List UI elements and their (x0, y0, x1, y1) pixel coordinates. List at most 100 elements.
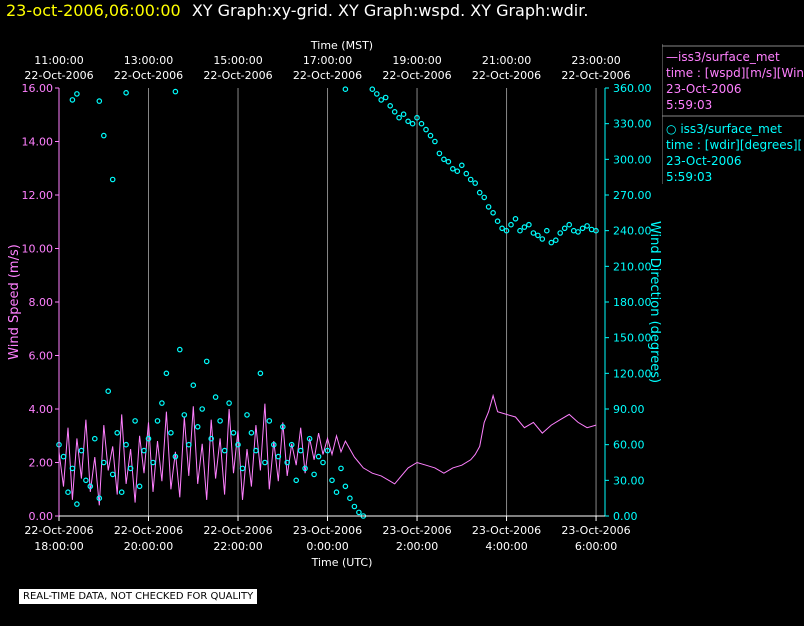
wind-direction-point (235, 441, 241, 448)
wind-direction-point (109, 176, 116, 183)
wind-direction-point (423, 126, 429, 133)
wind-direction-point (168, 429, 174, 436)
wind-direction-point (427, 132, 434, 139)
quality-disclaimer: REAL-TIME DATA, NOT CHECKED FOR QUALITY (19, 589, 258, 604)
wind-direction-point (338, 465, 344, 472)
wind-direction-point (561, 225, 568, 232)
wind-direction-point (454, 168, 461, 175)
wind-direction-point (92, 435, 98, 442)
wind-direction-point (105, 388, 112, 395)
wind-direction-point (557, 230, 564, 236)
wind-direction-point (114, 429, 121, 436)
wind-direction-point (190, 382, 197, 389)
legend-variable: time : [wspd][m/s][Win (666, 66, 804, 80)
left-tick-label: 16.00 (22, 82, 54, 95)
top-tick-label-date: 22-Oct-2006 (24, 69, 93, 82)
wind-direction-point (311, 471, 317, 478)
wind-direction-point (382, 94, 389, 101)
wind-direction-point (512, 216, 519, 222)
bottom-tick-label-time: 4:00:00 (485, 540, 527, 553)
wind-direction-point (145, 435, 152, 442)
wind-direction-point (584, 223, 590, 229)
wind-direction-point (275, 453, 282, 460)
bottom-tick-label-date: 22-Oct-2006 (114, 524, 183, 537)
wind-direction-point (69, 465, 76, 472)
top-tick-label-time: 21:00:00 (482, 54, 531, 67)
right-tick-label: 300.00 (613, 153, 652, 166)
graph-header: 23-oct-2006,06:00:00 XY Graph:xy-grid. X… (6, 1, 588, 20)
wind-direction-point (96, 98, 103, 104)
left-tick-label: 12.00 (22, 189, 54, 202)
wind-direction-point (499, 225, 505, 232)
top-tick-label-date: 22-Oct-2006 (114, 69, 183, 82)
wind-direction-point (543, 227, 550, 234)
top-tick-label-date: 22-Oct-2006 (203, 69, 272, 82)
top-tick-label-date: 22-Oct-2006 (382, 69, 451, 82)
wind-direction-point (230, 429, 237, 436)
legend-variable: time : [wdir][degrees][ (666, 138, 803, 152)
wind-direction-point (154, 418, 161, 424)
wind-direction-point (96, 495, 103, 502)
wind-direction-point (78, 447, 85, 454)
wind-direction-point (172, 453, 179, 460)
wind-direction-point (302, 465, 308, 472)
wind-direction-point (396, 114, 402, 121)
wind-direction-point (579, 225, 586, 232)
wind-direction-point (159, 400, 165, 406)
bottom-tick-label-date: 23-Oct-2006 (382, 524, 451, 537)
wind-direction-point (69, 97, 76, 103)
wind-direction-point (324, 447, 331, 454)
wind-direction-point (575, 229, 581, 235)
bottom-tick-label-date: 23-Oct-2006 (472, 524, 541, 537)
wind-direction-point (172, 88, 179, 95)
wind-direction-point (150, 459, 156, 466)
wind-direction-point (83, 477, 89, 484)
wind-direction-point (436, 150, 443, 157)
wind-direction-point (297, 447, 304, 454)
bottom-tick-label-date: 22-Oct-2006 (24, 524, 93, 537)
wind-direction-point (270, 441, 277, 448)
wind-direction-point (253, 447, 259, 454)
wind-direction-point (315, 453, 322, 460)
wind-direction-point (373, 91, 380, 97)
wind-direction-point (445, 158, 452, 165)
wind-direction-point (177, 346, 183, 353)
legend-circle-icon: ○ (666, 122, 677, 136)
right-tick-label: 180.00 (613, 296, 652, 309)
left-tick-label: 14.00 (22, 136, 54, 149)
wind-direction-point (356, 509, 362, 516)
bottom-tick-label-time: 6:00:00 (575, 540, 617, 553)
wind-direction-point (239, 465, 246, 472)
wind-direction-point (320, 459, 326, 466)
wind-direction-point (593, 227, 599, 234)
right-tick-label: 0.00 (613, 510, 638, 523)
wind-direction-point (257, 370, 264, 377)
wind-direction-point (109, 471, 116, 478)
legend-entry-wdir[interactable]: ○ iss3/surface_met time : [wdir][degrees… (666, 121, 804, 185)
legend-series-name: iss3/surface_met (680, 122, 782, 136)
wind-direction-point (226, 400, 232, 406)
wind-direction-point (194, 423, 201, 430)
right-tick-label: 90.00 (613, 403, 645, 416)
wind-direction-point (570, 227, 577, 234)
left-axis-title: Wind Speed (m/s) (7, 244, 22, 360)
legend-entry-wspd[interactable]: —iss3/surface_met time : [wspd][m/s][Win… (666, 49, 804, 113)
wind-direction-point (127, 465, 134, 472)
bottom-tick-label-time: 22:00:00 (213, 540, 262, 553)
top-tick-label-time: 17:00:00 (303, 54, 352, 67)
right-tick-label: 30.00 (613, 474, 645, 487)
wind-direction-point (458, 162, 465, 169)
wind-direction-point (329, 477, 335, 484)
right-tick-label: 210.00 (613, 260, 652, 273)
wind-direction-point (266, 418, 273, 424)
wind-direction-point (132, 418, 138, 424)
wind-direction-point (342, 483, 349, 490)
wind-direction-point (521, 224, 528, 230)
right-tick-label: 120.00 (613, 367, 652, 380)
right-tick-label: 150.00 (613, 332, 652, 345)
wind-direction-point (481, 194, 488, 201)
wind-direction-point (432, 138, 438, 145)
wind-direction-point (552, 237, 559, 244)
wind-direction-point (163, 370, 170, 377)
wind-direction-point (181, 412, 188, 418)
